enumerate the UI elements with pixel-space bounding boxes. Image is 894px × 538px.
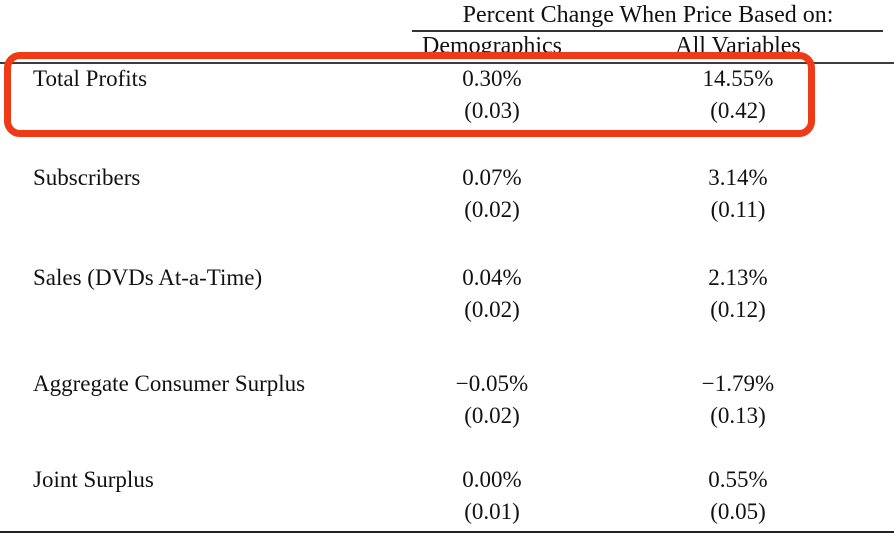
cell-value: 0.55%: [708, 467, 768, 492]
cell-standard-error: (0.02): [464, 197, 520, 222]
row-label: Aggregate Consumer Surplus: [33, 371, 306, 396]
cell-standard-error: (0.01): [464, 499, 520, 524]
cell-standard-error: (0.02): [464, 297, 520, 322]
row-label: Sales (DVDs At-a-Time): [33, 265, 263, 290]
table-title: Percent Change When Price Based on:: [462, 2, 834, 28]
table-row-subscribers: Subscribers 0.07% 3.14% (0.02) (0.11): [0, 163, 894, 229]
cell-value: −0.05%: [455, 371, 529, 396]
cell-standard-error: (0.11): [710, 197, 766, 222]
table-row-sales: Sales (DVDs At-a-Time) 0.04% 2.13% (0.02…: [0, 263, 894, 329]
row-label: Joint Surplus: [33, 467, 154, 492]
title-underline-rule: [412, 30, 883, 32]
table-top-rule: [0, 62, 894, 64]
row-label: Total Profits: [33, 66, 148, 91]
cell-value: 3.14%: [708, 165, 768, 190]
cell-value: 0.00%: [462, 467, 522, 492]
table-row-aggregate-consumer-surplus: Aggregate Consumer Surplus −0.05% −1.79%…: [0, 369, 894, 435]
cell-standard-error: (0.02): [464, 403, 520, 428]
cell-standard-error: (0.03): [464, 98, 520, 123]
cell-value: 14.55%: [702, 66, 774, 91]
cell-standard-error: (0.05): [710, 499, 766, 524]
cell-standard-error: (0.42): [710, 98, 766, 123]
table-row-total-profits: Total Profits 0.30% 14.55% (0.03) (0.42): [0, 64, 894, 130]
column-header-demographics: Demographics: [422, 33, 562, 59]
cell-value: −1.79%: [701, 371, 775, 396]
cell-value: 2.13%: [708, 265, 768, 290]
table-bottom-rule: [0, 531, 894, 533]
cell-value: 0.07%: [462, 165, 522, 190]
column-header-all-variables: All Variables: [675, 33, 801, 59]
cell-value: 0.04%: [462, 265, 522, 290]
cell-value: 0.30%: [462, 66, 522, 91]
cell-standard-error: (0.13): [710, 403, 766, 428]
row-label: Subscribers: [33, 165, 141, 190]
table-row-joint-surplus: Joint Surplus 0.00% 0.55% (0.01) (0.05): [0, 465, 894, 531]
cell-standard-error: (0.12): [710, 297, 766, 322]
